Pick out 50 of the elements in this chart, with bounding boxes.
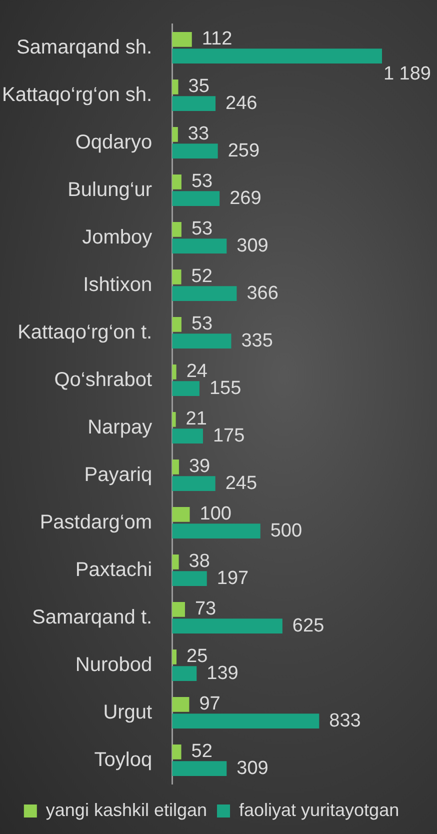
data-label: 500: [270, 520, 302, 542]
data-label: 38: [188, 551, 210, 572]
data-label: 25: [186, 646, 208, 668]
y-tick-label: Jomboy: [82, 226, 152, 248]
legend-label: yangi kashkil etilgan: [46, 800, 208, 820]
data-label: 53: [191, 171, 213, 192]
data-label: 52: [191, 266, 212, 288]
data-label: 35: [188, 76, 210, 98]
data-label: 139: [206, 662, 238, 684]
data-label: 625: [292, 615, 324, 636]
y-tick-label: Oqdaryo: [75, 131, 152, 154]
data-label: 259: [228, 140, 260, 162]
y-tick-label: Kattaqo‘rg‘on t.: [18, 321, 152, 344]
data-label: 175: [212, 425, 245, 446]
legend-label: faoliyat yuritayotgan: [239, 800, 400, 820]
y-tick-label: Kattaqo‘rg‘on sh.: [2, 84, 152, 106]
data-label: 53: [191, 314, 213, 335]
data-label: 335: [241, 330, 273, 352]
data-label: 73: [194, 598, 216, 620]
data-label: 1 189: [383, 63, 431, 84]
data-label: 155: [209, 378, 242, 399]
y-tick-label: Qo‘shrabot: [54, 368, 153, 391]
data-label: 39: [188, 456, 210, 478]
data-label: 309: [236, 235, 268, 256]
y-tick-label: Paxtachi: [75, 558, 152, 581]
data-label: 97: [199, 694, 220, 715]
data-label: 366: [246, 282, 278, 304]
data-label: 197: [216, 568, 249, 589]
data-label: 33: [188, 124, 210, 145]
y-tick-label: Samarqand t.: [32, 606, 152, 628]
data-label: 309: [236, 758, 268, 779]
data-label: 21: [186, 408, 207, 430]
y-tick-label: Bulung‘ur: [68, 178, 152, 201]
y-tick-label: Narpay: [88, 416, 152, 438]
y-tick-label: Samarqand sh.: [16, 36, 152, 58]
data-label: 269: [230, 188, 262, 209]
data-label: 100: [200, 504, 232, 525]
y-tick-label: Ishtixon: [83, 274, 152, 296]
data-label: 24: [186, 361, 208, 382]
y-tick-label: Payariq: [84, 464, 152, 486]
data-label: 833: [329, 710, 361, 732]
data-label: 245: [225, 472, 258, 494]
data-label: 112: [202, 28, 232, 50]
y-tick-label: Nurobod: [75, 654, 152, 676]
data-label: 246: [226, 92, 258, 114]
data-label: 53: [191, 218, 213, 240]
y-tick-label: Urgut: [103, 701, 153, 724]
y-tick-label: Toyloq: [94, 748, 152, 771]
data-label: 52: [191, 741, 212, 762]
y-tick-label: Pastdarg‘om: [40, 511, 152, 534]
